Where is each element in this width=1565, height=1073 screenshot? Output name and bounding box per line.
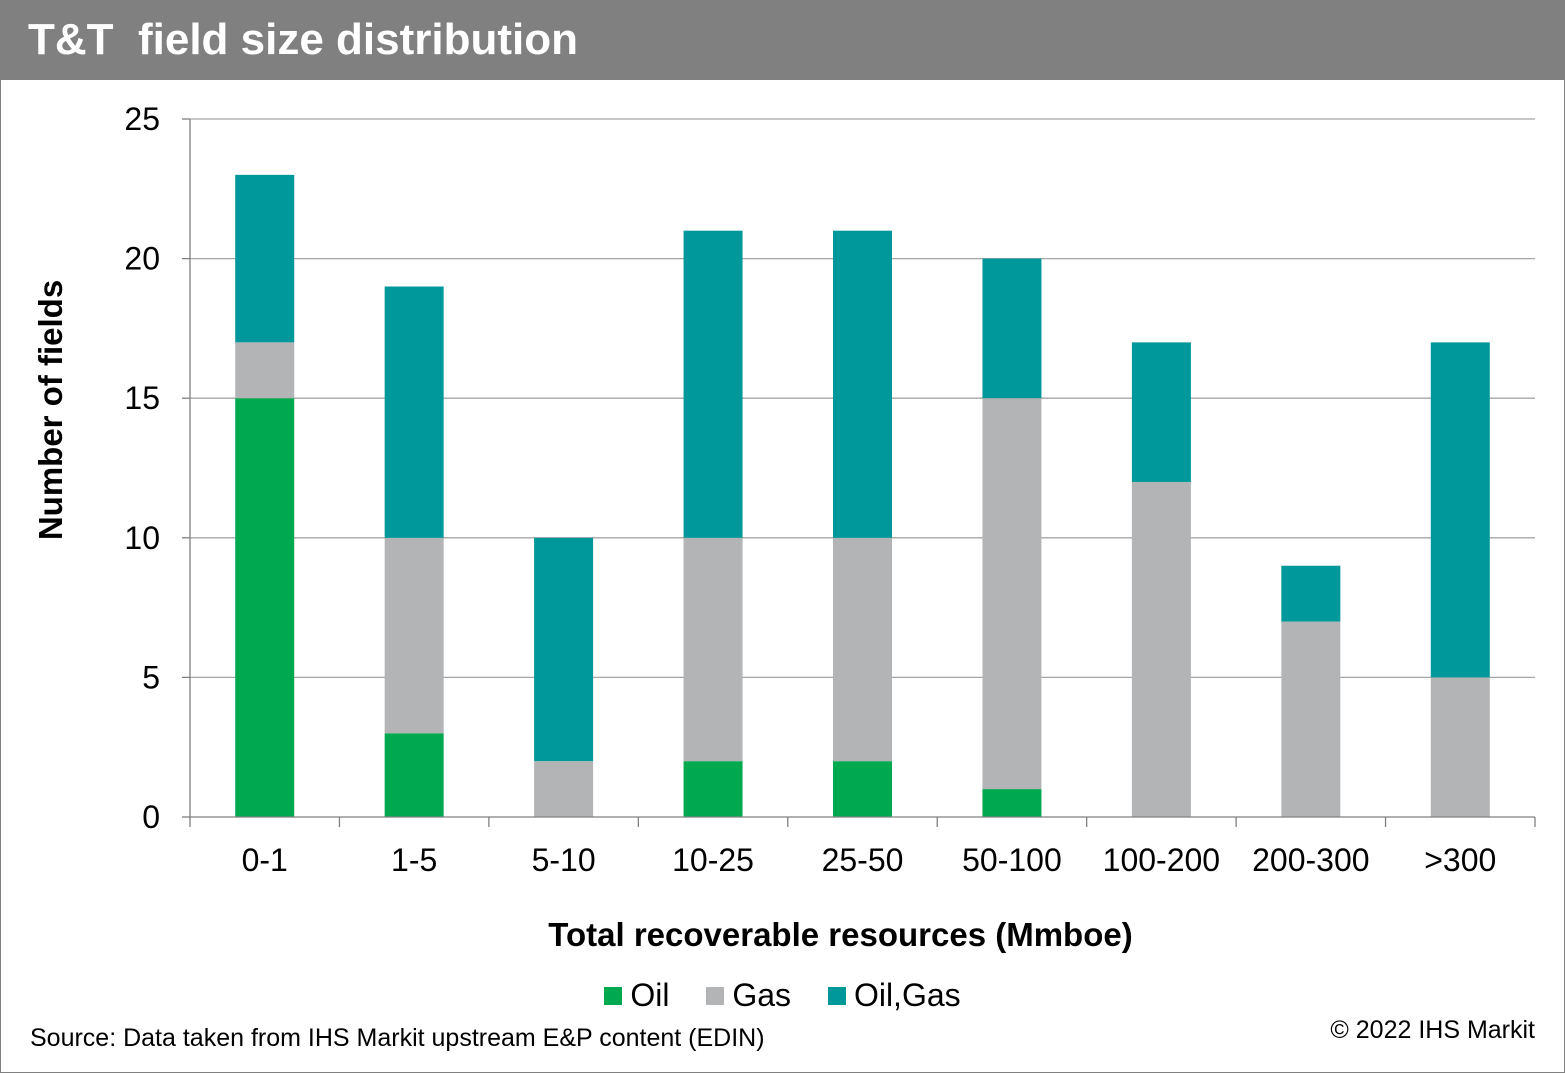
- x-tick-label: 1-5: [391, 842, 437, 878]
- bar-oil-gas-50_100: [982, 258, 1042, 399]
- bar-gas-50_100: [982, 398, 1042, 790]
- bar-oil-50_100: [982, 789, 1042, 817]
- y-tick-label: 0: [142, 799, 160, 835]
- legend-label-gas: Gas: [732, 977, 792, 1014]
- x-tick-label: 10-25: [672, 842, 754, 878]
- y-tick-label: 10: [124, 520, 160, 556]
- bar-gas-1_5: [384, 537, 444, 734]
- legend-swatch-oil-gas: [827, 986, 846, 1005]
- y-axis-title: Number of fields: [32, 280, 69, 540]
- x-tick-label: >300: [1424, 842, 1496, 878]
- bar-gas-0_1: [235, 342, 295, 399]
- x-tick-label: 100-200: [1103, 842, 1220, 878]
- bar-oil-gas-10_25: [683, 230, 743, 538]
- y-tick-label: 20: [124, 241, 160, 277]
- bar-oil-gas-0_1: [235, 174, 295, 343]
- x-tick-label: 50-100: [962, 842, 1062, 878]
- legend-label-oil: Oil: [630, 977, 670, 1014]
- source-note: Source: Data taken from IHS Markit upstr…: [30, 1024, 765, 1052]
- bar-oil-gas-200_300: [1281, 565, 1341, 622]
- bar-oil-0_1: [235, 398, 295, 817]
- bar-oil-25_50: [833, 761, 892, 817]
- bar-oil-gas-100_200: [1131, 342, 1191, 482]
- axes: 0 5 10 15 20 25 0-1 1-5 5-10 10-25 25-50 50-100 100-…: [124, 101, 1536, 878]
- bar-oil-gas-25_50: [833, 230, 892, 538]
- bar-gas-200_300: [1281, 621, 1341, 817]
- y-tick-label: 5: [142, 659, 160, 695]
- y-tick-label: 15: [124, 380, 160, 416]
- x-tick-label: 25-50: [822, 842, 904, 878]
- bars: [235, 174, 1490, 817]
- legend-item-gas: Gas: [706, 977, 791, 1014]
- legend-label-oil-gas: Oil,Gas: [853, 977, 961, 1014]
- x-tick-label: 200-300: [1252, 842, 1369, 878]
- bar-oil-gas-5_10: [534, 537, 594, 762]
- bar-oil-gas-_300: [1430, 342, 1490, 678]
- legend-swatch-gas: [706, 986, 725, 1005]
- bar-gas-100_200: [1131, 481, 1191, 817]
- x-tick-label: 5-10: [532, 842, 596, 878]
- bar-gas-25_50: [833, 537, 892, 762]
- bar-oil-10_25: [683, 761, 743, 817]
- bar-gas-5_10: [534, 761, 594, 817]
- bar-oil-1_5: [384, 733, 444, 817]
- bar-gas-10_25: [683, 537, 743, 762]
- y-tick-label: 25: [124, 101, 160, 137]
- legend-swatch-oil: [604, 986, 623, 1005]
- x-axis-title: Total recoverable resources (Mmboe): [548, 916, 1132, 953]
- legend-item-oil-gas: Oil,Gas: [827, 977, 961, 1014]
- legend: Oil Gas Oil,Gas: [0, 975, 1565, 1014]
- bar-oil-gas-1_5: [384, 286, 444, 538]
- title-bar: T&T field size distribution: [0, 0, 1565, 80]
- x-tick-label: 0-1: [242, 842, 288, 878]
- legend-item-oil: Oil: [604, 977, 669, 1014]
- bar-gas-_300: [1430, 677, 1490, 817]
- chart-title: T&T field size distribution: [28, 15, 578, 64]
- copyright-note: © 2022 IHS Markit: [1330, 1016, 1535, 1044]
